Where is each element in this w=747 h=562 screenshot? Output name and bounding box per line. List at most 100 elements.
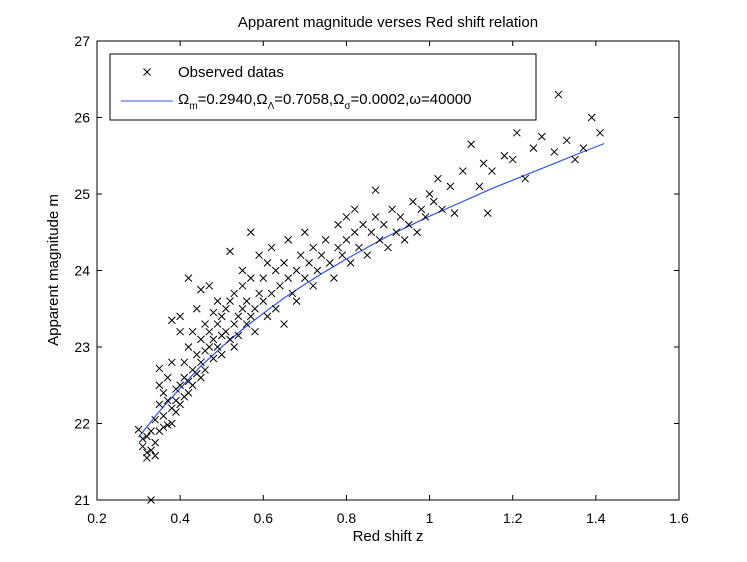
data-point (197, 358, 205, 367)
data-point (446, 182, 455, 191)
data-point (205, 343, 214, 351)
legend-x-marker (143, 68, 151, 76)
data-point (429, 197, 438, 206)
data-point (458, 167, 467, 175)
data-point (155, 364, 164, 373)
data-point (425, 190, 434, 198)
data-point (571, 155, 579, 164)
data-point (251, 304, 259, 313)
data-point (317, 251, 326, 260)
data-point (409, 197, 417, 206)
data-point (379, 220, 388, 229)
observed-points-group (134, 90, 604, 504)
data-point (579, 144, 588, 152)
data-point (226, 247, 234, 256)
data-point (184, 274, 193, 283)
y-tick-label: 24 (74, 263, 90, 279)
data-point (201, 366, 209, 374)
data-point (197, 335, 205, 344)
data-point (263, 258, 272, 267)
data-point (172, 408, 180, 416)
data-point (334, 243, 342, 252)
data-point (288, 289, 297, 298)
data-point (321, 236, 330, 244)
data-point (143, 432, 151, 441)
data-point (176, 381, 184, 390)
data-point (143, 454, 151, 462)
data-point (255, 289, 263, 298)
data-point (159, 411, 168, 420)
data-point (284, 274, 293, 283)
data-point (159, 389, 168, 397)
data-point (184, 343, 193, 351)
data-point (417, 205, 426, 214)
data-point (197, 285, 205, 294)
data-point (388, 205, 397, 214)
data-point (280, 258, 288, 267)
data-point (301, 228, 309, 237)
data-point (242, 297, 251, 305)
data-point (271, 304, 280, 313)
data-point (147, 496, 155, 504)
data-point (226, 335, 234, 344)
data-point (325, 258, 334, 267)
data-point (330, 274, 338, 283)
model-curve-line (138, 142, 605, 438)
data-point (309, 281, 318, 290)
data-point (230, 320, 239, 328)
data-point (147, 446, 155, 455)
data-point (450, 209, 459, 217)
model-curve-group (138, 142, 605, 438)
data-point (475, 182, 484, 191)
x-tick-label: 1.2 (503, 510, 523, 526)
data-point (392, 228, 401, 237)
data-point (500, 151, 509, 160)
data-point (151, 438, 160, 447)
data-point (155, 400, 164, 409)
chart-title: Apparent magnitude verses Red shift rela… (238, 14, 538, 31)
data-point (226, 297, 234, 305)
data-point (205, 327, 214, 336)
data-point (209, 335, 218, 344)
data-point (338, 251, 347, 260)
data-point (350, 228, 359, 237)
data-point (313, 266, 322, 275)
data-point (205, 281, 214, 290)
data-point (259, 274, 268, 283)
data-point (147, 427, 155, 436)
data-point (167, 316, 176, 325)
data-point (488, 167, 496, 175)
data-point (371, 186, 380, 195)
data-point (263, 312, 272, 321)
data-point (167, 358, 176, 367)
y-tick-label: 26 (74, 110, 90, 126)
data-point (342, 236, 351, 244)
data-point (217, 312, 226, 321)
data-point (267, 243, 276, 252)
data-point (192, 304, 201, 313)
data-point (384, 243, 392, 252)
data-point (375, 236, 384, 244)
data-point (413, 228, 421, 237)
data-point (537, 132, 546, 141)
data-point (230, 289, 239, 298)
data-point (234, 331, 243, 340)
x-tick-label: 0.4 (170, 510, 190, 526)
data-point (259, 297, 268, 305)
legend: Observed datas Ωm=0.2940,ΩΛ=0.7058,Ωσ=0.… (109, 53, 537, 121)
data-point (350, 205, 359, 214)
x-axis-label: Red shift z (353, 528, 424, 545)
data-point (342, 213, 351, 221)
y-axis: 21 22 23 24 25 26 27 (74, 33, 679, 508)
data-point (209, 308, 218, 317)
data-point (508, 155, 517, 164)
data-point (467, 140, 475, 149)
data-point (355, 243, 363, 252)
data-point (188, 327, 197, 336)
data-point (479, 159, 488, 168)
x-tick-label: 1.4 (586, 510, 606, 526)
data-point (292, 297, 301, 305)
x-tick-label: 1 (426, 510, 434, 526)
y-axis-label: Apparent magnitude m (45, 194, 62, 346)
x-tick-label: 1.6 (669, 510, 689, 526)
